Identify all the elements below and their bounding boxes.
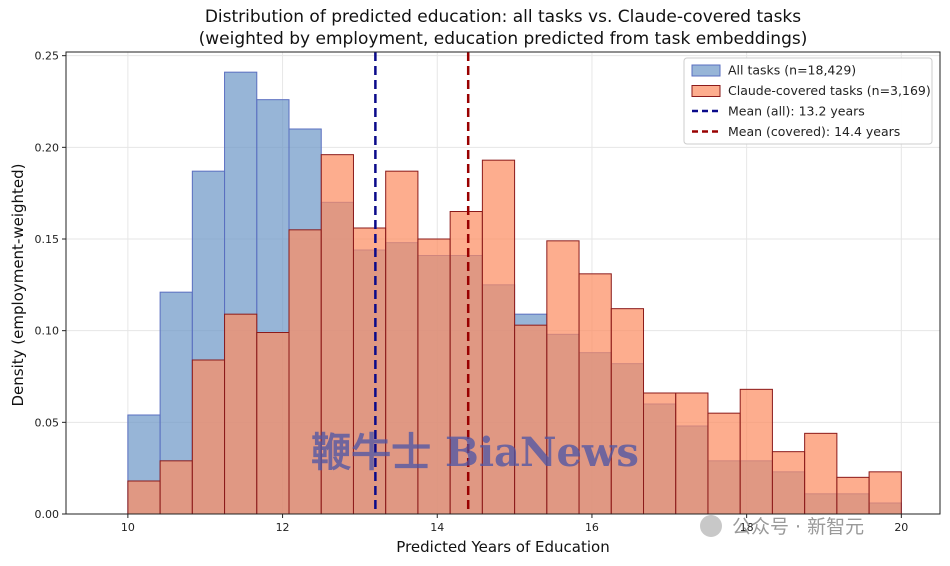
covered-tasks-bar [256,332,290,515]
x-tick-label: 18 [740,521,754,534]
covered-tasks-bar [804,432,838,515]
y-tick-label: 0.10 [35,325,60,338]
legend-label: All tasks (n=18,429) [728,63,856,78]
y-tick-label: 0.15 [35,233,60,246]
credit-text: 公众号 · 新智元 [732,516,864,538]
chart-title: Distribution of predicted education: all… [205,7,801,27]
series-bars [127,71,902,515]
covered-tasks-bar [191,359,226,515]
y-tick-label: 0.00 [35,508,60,521]
covered-tasks-bar [578,273,612,515]
covered-tasks-bar [868,471,902,515]
covered-tasks-bar [385,170,419,515]
y-axis-ticks: 0.00 0.05 0.10 0.15 0.20 0.25 [35,50,66,521]
y-tick-label: 0.25 [35,50,60,63]
legend-label: Claude-covered tasks (n=3,169) [728,83,931,98]
x-tick-label: 16 [585,521,599,534]
x-tick-label: 20 [894,521,908,534]
x-tick-label: 14 [430,521,444,534]
plot-frame [65,51,941,515]
legend-label: Mean (covered): 14.4 years [728,124,900,139]
y-tick-label: 0.05 [35,416,60,429]
covered-tasks-bar [836,476,870,515]
credit: 公众号 · 新智元 [700,515,864,538]
y-axis-label: Density (employment-weighted) [9,163,27,406]
covered-tasks-bar [610,308,645,515]
covered-tasks-bar [159,460,193,515]
covered-tasks-bar [481,159,516,515]
x-axis-ticks: 10 12 14 16 18 20 [121,514,908,534]
y-tick-label: 0.20 [35,141,60,154]
covered-tasks-bar [739,388,773,515]
watermark: 鞭牛士 BiaNews [311,429,639,476]
x-tick-label: 12 [276,521,290,534]
legend-swatch [691,85,721,97]
covered-tasks-bar [771,451,806,515]
covered-tasks-bar [707,412,741,515]
mean-lines [374,52,470,514]
covered-tasks-bar [546,240,580,515]
x-axis-label: Predicted Years of Education [396,538,609,556]
legend-swatch [691,64,721,77]
series-2 [127,154,902,515]
wechat-icon [700,515,722,537]
covered-tasks-bar [643,392,677,515]
x-tick-label: 10 [121,521,135,534]
legend-label: Mean (all): 13.2 years [728,104,865,119]
covered-tasks-bar [127,480,161,515]
legend-box [683,57,933,145]
chart-subtitle: (weighted by employment, education predi… [199,29,808,49]
covered-tasks-bar [417,238,451,515]
covered-tasks-bar [288,229,322,515]
covered-tasks-bar [514,324,548,515]
legend: All tasks (n=18,429) Claude-covered tasks… [683,57,933,145]
covered-tasks-bar [224,313,258,515]
covered-tasks-bar [675,392,709,515]
